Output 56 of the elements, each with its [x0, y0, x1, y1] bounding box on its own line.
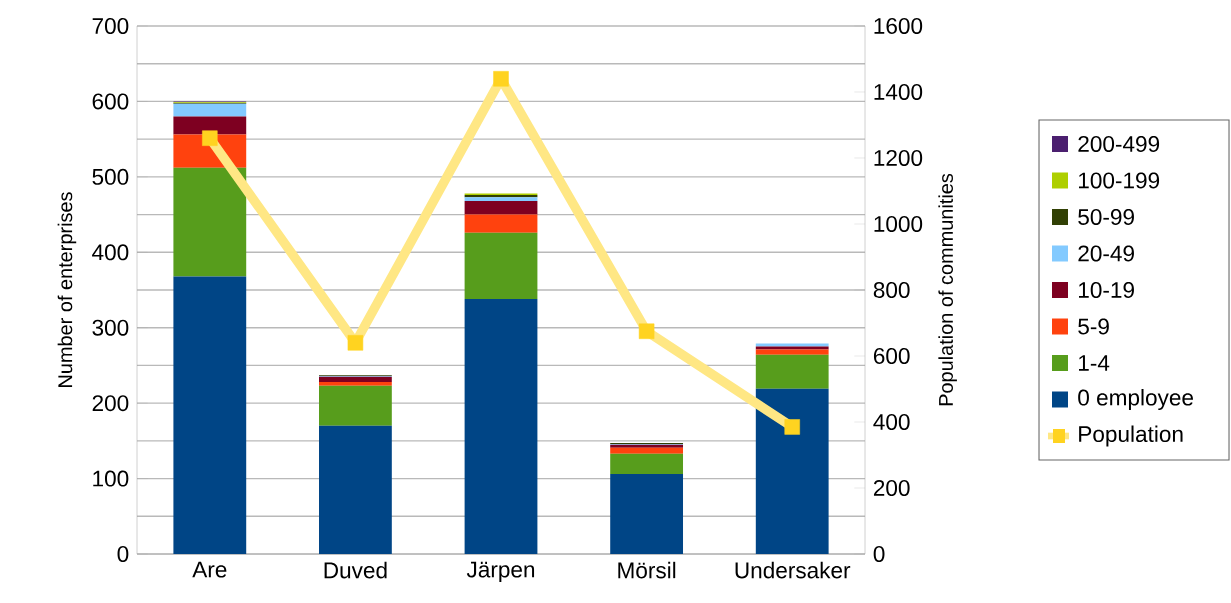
y-tick-label: 400 [92, 244, 129, 261]
bar [319, 385, 392, 426]
legend-label: Population [1079, 425, 1183, 447]
y2-axis-title: Population of communities [938, 173, 957, 406]
x-tick-label: Järpen [466, 561, 535, 583]
legend-label: 20-49 [1078, 245, 1134, 262]
bar [173, 276, 247, 554]
y-tick-label: 700 [92, 18, 129, 35]
bar [755, 354, 829, 389]
legend-label: 5-9 [1078, 318, 1109, 335]
legend-label: 50-99 [1078, 209, 1134, 225]
legend-label: 1-4 [1079, 355, 1110, 371]
point [638, 323, 655, 339]
y2-tick-label: 1400 [874, 84, 923, 100]
y-tick-label: 600 [92, 93, 129, 110]
bar [173, 167, 247, 277]
bar [173, 103, 247, 117]
x-tick-label: Are [192, 561, 227, 578]
bar [173, 116, 247, 135]
point [347, 335, 364, 351]
point [493, 71, 509, 87]
bar [610, 474, 684, 554]
bar [464, 214, 538, 233]
y2-tick-label: 800 [873, 282, 910, 298]
legend-label: 10-19 [1079, 282, 1134, 298]
legend-label: 200-499 [1078, 136, 1160, 152]
bar [319, 425, 392, 554]
y2-tick-label: 400 [873, 414, 910, 430]
bar [319, 382, 392, 386]
y2-tick-label: 1600 [874, 18, 923, 34]
legend-label: 0 employee [1078, 388, 1193, 411]
bar [755, 388, 829, 554]
bar [319, 376, 392, 383]
bar [464, 299, 538, 554]
bar [464, 200, 538, 215]
y2-tick-label: 0 [873, 546, 885, 562]
y2-tick-label: 1000 [874, 216, 923, 232]
x-tick-label: Undersaker [735, 561, 851, 579]
bar [610, 447, 684, 454]
x-tick-label: Duved [324, 561, 387, 579]
bar [610, 453, 684, 475]
y-tick-label: 100 [93, 470, 129, 487]
y2-tick-label: 200 [873, 480, 910, 496]
y-axis-title: Number of enterprises [57, 192, 77, 387]
legend-label: 100-199 [1079, 172, 1160, 189]
y2-tick-label: 600 [873, 348, 910, 364]
y-tick-label: 500 [92, 168, 129, 185]
y2-tick-label: 1200 [874, 150, 923, 166]
y-tick-label: 0 [117, 546, 129, 562]
y-tick-label: 200 [92, 395, 129, 412]
bar [464, 232, 538, 300]
x-tick-label: Mörsil [618, 561, 676, 579]
point [202, 130, 218, 146]
point [784, 419, 800, 435]
bar [755, 349, 829, 355]
y-tick-label: 300 [92, 319, 129, 336]
